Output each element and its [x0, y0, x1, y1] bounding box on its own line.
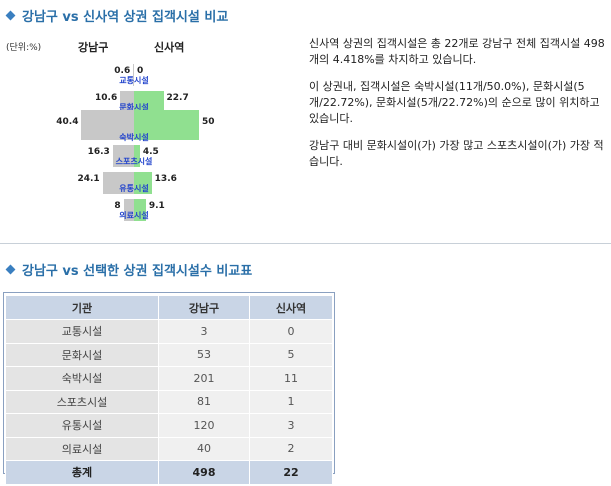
table-header-cell: 기관 — [5, 295, 159, 320]
table-total-row: 총계 498 22 — [5, 460, 333, 485]
description-panel: 신사역 상권의 집객시설은 총 22개로 강남구 전체 집객시설 498개의 4… — [309, 36, 609, 181]
value-label-sinsa: 22.7 — [166, 93, 189, 103]
unit-label: (단위:%) — [6, 43, 42, 53]
value-label-sinsa: 9.1 — [148, 201, 165, 211]
value-label-gangnam: 24.1 — [77, 174, 100, 184]
category-label: 교통시설 — [119, 76, 149, 85]
table-row: 의료시설 40 2 — [5, 436, 333, 461]
table-cell: 22 — [249, 460, 333, 485]
bar-sinsa — [134, 145, 140, 167]
category-label: 유통시설 — [119, 184, 149, 193]
description-paragraph-3: 강남구 대비 문화시설이(가) 가장 많고 스포츠시설이(가) 가장 적습니다. — [309, 139, 604, 168]
table-header-cell: 강남구 — [158, 295, 250, 320]
bar-sinsa — [134, 110, 199, 140]
value-label-gangnam: 10.6 — [95, 93, 118, 103]
bar-gangnam — [112, 145, 134, 167]
bar-sinsa — [134, 199, 146, 221]
value-label-gangnam: 8 — [114, 201, 121, 211]
table-cell: 81 — [158, 389, 250, 414]
table-cell: 5 — [249, 342, 333, 367]
table-cell: 유통시설 — [5, 413, 159, 438]
table-cell: 0 — [249, 319, 333, 344]
section-divider — [0, 243, 611, 244]
table-cell: 2 — [249, 436, 333, 461]
table-cell: 3 — [158, 319, 250, 344]
category-label: 숙박시설 — [119, 133, 149, 142]
table-cell: 3 — [249, 413, 333, 438]
section-title-comparison: 강남구 vs 신사역 상권 집객시설 비교 — [4, 6, 228, 25]
table-row: 문화시설 53 5 — [5, 342, 333, 367]
description-paragraph-2: 이 상권내, 집객시설은 숙박시설(11개/50.0%), 문화시설(5개/22… — [309, 80, 600, 125]
section-title-table: 강남구 vs 선택한 상권 집객시설수 비교표 — [4, 260, 252, 279]
table-cell: 53 — [158, 342, 250, 367]
table-cell: 201 — [158, 366, 250, 391]
table-cell: 문화시설 — [5, 342, 159, 367]
table-row: 유통시설 120 3 — [5, 413, 333, 438]
butterfly-chart: 0.6 0 교통시설 10.6 22.7 문화시설 40.4 50 숙박시설 16.3 4.5 스포츠… — [0, 0, 300, 240]
table-cell: 숙박시설 — [5, 366, 159, 391]
comparison-table: 기관 강남구 신사역 교통시설 3 0 문화시설 53 5 숙박시설 201 1… — [5, 295, 333, 485]
value-label-sinsa: 4.5 — [142, 147, 159, 157]
table-row: 교통시설 3 0 — [5, 319, 333, 344]
bar-gangnam — [120, 91, 134, 113]
table-cell: 의료시설 — [5, 436, 159, 461]
bar-gangnam — [123, 199, 134, 221]
chart-left-header: 강남구 — [78, 41, 109, 54]
category-label: 스포츠시설 — [115, 157, 153, 166]
value-label-sinsa: 0 — [137, 66, 144, 76]
bar-gangnam — [81, 110, 134, 140]
category-label: 의료시설 — [119, 211, 149, 220]
value-label-gangnam: 40.4 — [56, 117, 79, 127]
diamond-bullet-icon — [5, 264, 16, 275]
table-cell: 스포츠시설 — [5, 389, 159, 414]
bar-sinsa — [134, 172, 152, 194]
table-row: 스포츠시설 81 1 — [5, 389, 333, 414]
section-title-text: 강남구 vs 신사역 상권 집객시설 비교 — [22, 10, 229, 25]
value-label-sinsa: 13.6 — [154, 174, 177, 184]
table-cell: 120 — [158, 413, 250, 438]
table-row: 숙박시설 201 11 — [5, 366, 333, 391]
bar-gangnam — [102, 172, 134, 194]
bar-sinsa — [134, 91, 164, 113]
table-header-row: 기관 강남구 신사역 — [5, 295, 333, 320]
table-cell: 11 — [249, 366, 333, 391]
table-cell: 교통시설 — [5, 319, 159, 344]
table-cell: 총계 — [5, 460, 159, 485]
value-label-gangnam: 16.3 — [87, 147, 110, 157]
category-label: 문화시설 — [119, 103, 149, 112]
value-label-gangnam: 0.6 — [114, 66, 131, 76]
bar-gangnam — [133, 64, 134, 86]
table-cell: 498 — [158, 460, 250, 485]
description-paragraph-1: 신사역 상권의 집객시설은 총 22개로 강남구 전체 집객시설 498개의 4… — [309, 37, 605, 66]
table-cell: 1 — [249, 389, 333, 414]
section-title-text: 강남구 vs 선택한 상권 집객시설수 비교표 — [22, 264, 253, 279]
chart-right-header: 신사역 — [154, 41, 185, 54]
table-header-cell: 신사역 — [249, 295, 333, 320]
table-cell: 40 — [158, 436, 250, 461]
value-label-sinsa: 50 — [202, 117, 215, 127]
